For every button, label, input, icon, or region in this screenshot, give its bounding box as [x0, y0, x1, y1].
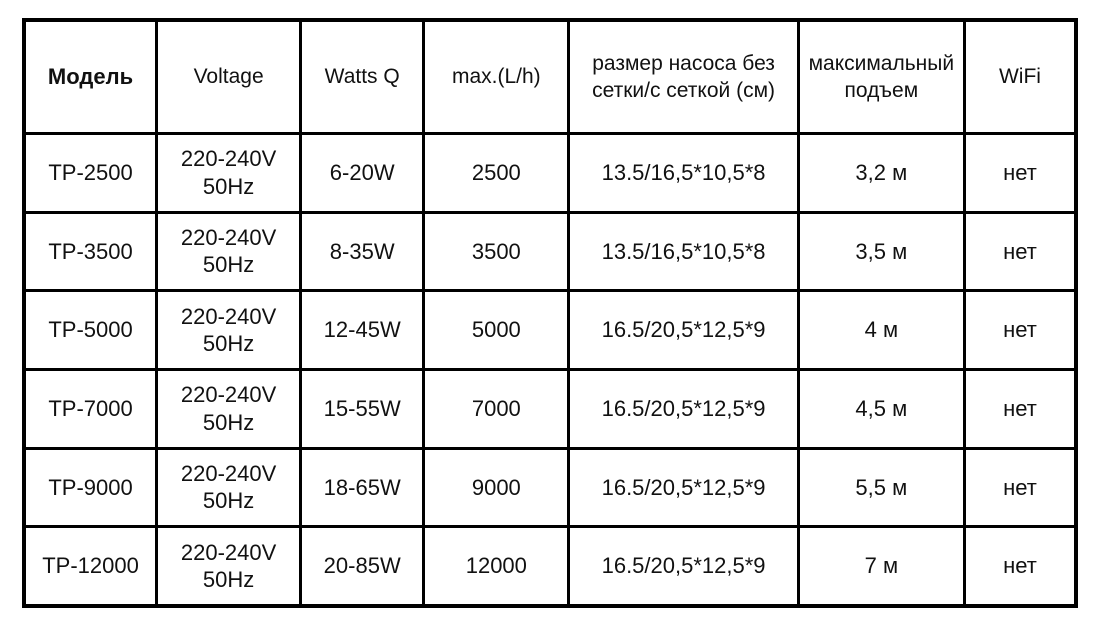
table-cell: 220-240V 50Hz: [155, 367, 303, 450]
table-cell: 12-45W: [299, 289, 426, 371]
table-cell: TP-12000: [22, 525, 159, 608]
table-cell: 5000: [422, 289, 571, 371]
table-cell: нет: [962, 446, 1078, 529]
table-cell: нет: [962, 132, 1078, 214]
table-cell: 3500: [422, 210, 571, 293]
table-row: TP-7000 220-240V 50Hz 15-55W 7000 16.5/20,5*1…: [22, 367, 1078, 450]
table-cell: 220-240V 50Hz: [155, 210, 303, 293]
table-cell: TP-5000: [22, 289, 159, 371]
table-cell: 15-55W: [299, 367, 426, 450]
column-header: Voltage: [155, 18, 303, 135]
table-cell: 6-20W: [299, 132, 426, 214]
column-header: Watts Q: [299, 18, 426, 135]
column-header: WiFi: [962, 18, 1078, 135]
table-cell: 13.5/16,5*10,5*8: [567, 132, 800, 214]
table-cell: 3,5 м: [796, 210, 966, 293]
table-cell: 16.5/20,5*12,5*9: [567, 446, 800, 529]
table-cell: TP-7000: [22, 367, 159, 450]
table-cell: нет: [962, 289, 1078, 371]
table-cell: 18-65W: [299, 446, 426, 529]
table-cell: TP-3500: [22, 210, 159, 293]
table-cell: 12000: [422, 525, 571, 608]
table-cell: 3,2 м: [796, 132, 966, 214]
column-header: максимальный подъем: [796, 18, 966, 135]
table-cell: 2500: [422, 132, 571, 214]
column-header: Модель: [22, 18, 159, 135]
table-cell: 220-240V 50Hz: [155, 446, 303, 529]
table-cell: 220-240V 50Hz: [155, 289, 303, 371]
table-row: TP-9000 220-240V 50Hz 18-65W 9000 16.5/20,5*1…: [22, 446, 1078, 529]
table-cell: нет: [962, 525, 1078, 608]
table-cell: 20-85W: [299, 525, 426, 608]
table-cell: 220-240V 50Hz: [155, 525, 303, 608]
table-row: TP-3500 220-240V 50Hz 8-35W 3500 13.5/16,5*10…: [22, 210, 1078, 293]
table-cell: 16.5/20,5*12,5*9: [567, 289, 800, 371]
table-cell: 16.5/20,5*12,5*9: [567, 525, 800, 608]
table-cell: TP-9000: [22, 446, 159, 529]
table-row: TP-5000 220-240V 50Hz 12-45W 5000 16.5/20,5*1…: [22, 289, 1078, 371]
table-cell: 16.5/20,5*12,5*9: [567, 367, 800, 450]
table-cell: нет: [962, 367, 1078, 450]
table-row: TP-12000 220-240V 50Hz 20-85W 12000 16.5/20,5…: [22, 525, 1078, 608]
table-cell: TP-2500: [22, 132, 159, 214]
table-cell: 7 м: [796, 525, 966, 608]
table-cell: 5,5 м: [796, 446, 966, 529]
table-cell: 7000: [422, 367, 571, 450]
table-row: TP-2500 220-240V 50Hz 6-20W 2500 13.5/16,5*10…: [22, 132, 1078, 214]
table-cell: 4 м: [796, 289, 966, 371]
table-cell: 220-240V 50Hz: [155, 132, 303, 214]
column-header: размер насоса без сетки/с сеткой (см): [567, 18, 800, 135]
table-cell: 13.5/16,5*10,5*8: [567, 210, 800, 293]
table-cell: 9000: [422, 446, 571, 529]
table-cell: 8-35W: [299, 210, 426, 293]
table-cell: 4,5 м: [796, 367, 966, 450]
column-header: max.(L/h): [422, 18, 571, 135]
table-cell: нет: [962, 210, 1078, 293]
